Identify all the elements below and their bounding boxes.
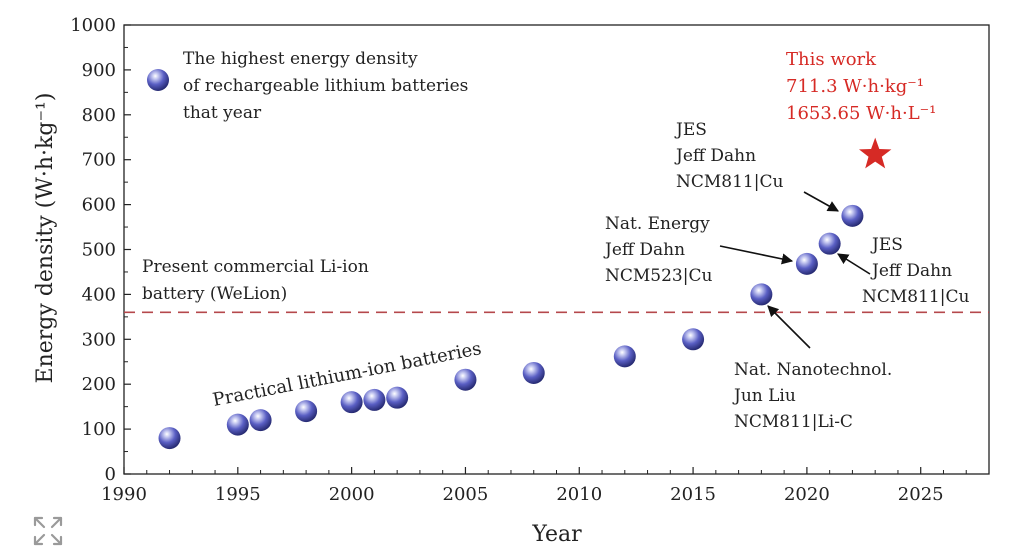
this-work-line-2: 711.3 W·h·kg⁻¹ [786, 76, 924, 97]
annotation-1-line-3: NCM811|Li-C [734, 412, 853, 432]
y-tick-label: 600 [82, 195, 116, 216]
annotation-4-line-2: Jeff Dahn [674, 146, 756, 166]
y-tick-label: 400 [82, 284, 116, 305]
legend-line-1: The highest energy density [183, 49, 418, 69]
legend-marker [147, 69, 169, 91]
data-point [795, 252, 818, 275]
y-tick-label: 200 [82, 374, 116, 395]
legend: The highest energy density of rechargeab… [147, 49, 468, 123]
x-tick-label: 1995 [215, 484, 261, 505]
y-tick-label: 500 [82, 240, 116, 261]
data-point [363, 388, 386, 411]
annotation-jes-2022: JES Jeff Dahn NCM811|Cu [674, 120, 783, 192]
data-point [295, 400, 318, 423]
y-axis-title: Energy density (W·h·kg⁻¹) [33, 93, 58, 384]
annotation-4-line-3: NCM811|Cu [676, 172, 783, 192]
data-point [522, 361, 545, 384]
annotation-1-line-2: Jun Liu [732, 386, 796, 406]
y-tick-label: 900 [82, 60, 116, 81]
data-point [454, 368, 477, 391]
this-work-line-3: 1653.65 W·h·L⁻¹ [786, 103, 936, 124]
data-point [340, 391, 363, 414]
legend-line-2: of rechargeable lithium batteries [183, 76, 468, 96]
reference-label-line-1: Present commercial Li-ion [142, 257, 369, 277]
expand-arrows-icon[interactable] [32, 515, 64, 547]
data-point [682, 328, 705, 351]
x-tick-label: 2025 [898, 484, 944, 505]
reference-label-line-2: battery (WeLion) [142, 284, 287, 304]
arrow-nat-energy [719, 245, 794, 265]
data-point [386, 386, 409, 409]
data-point [226, 413, 249, 436]
y-tick-label: 800 [82, 105, 116, 126]
reference-line-label: Present commercial Li-ion battery (WeLio… [142, 257, 369, 304]
annotation-4-line-1: JES [674, 120, 707, 140]
x-tick-label: 2000 [329, 484, 375, 505]
data-point [841, 204, 864, 227]
data-point [249, 409, 272, 432]
this-work-line-1: This work [786, 49, 877, 70]
x-tick-label: 2015 [670, 484, 716, 505]
y-tick-label: 300 [82, 329, 116, 350]
annotation-nat-nanotechnol: Nat. Nanotechnol. Jun Liu NCM811|Li-C [732, 360, 892, 432]
annotation-1-line-1: Nat. Nanotechnol. [734, 360, 892, 380]
this-work-star [859, 137, 892, 169]
annotation-2-line-1: Nat. Energy [605, 214, 710, 234]
data-point [818, 232, 841, 255]
annotation-nat-energy: Nat. Energy Jeff Dahn NCM523|Cu [603, 214, 712, 286]
x-tick-label: 2010 [556, 484, 602, 505]
y-tick-label: 700 [82, 150, 116, 171]
annotation-2-line-2: Jeff Dahn [603, 240, 685, 260]
annotation-jes-2021: JES Jeff Dahn NCM811|Cu [862, 235, 969, 307]
x-tick-label: 2005 [443, 484, 489, 505]
arrow-jes-2021 [837, 253, 871, 275]
this-work-marker [859, 137, 892, 169]
y-axis-ticks: 0 100 200 300 400 500 600 700 800 900 1000 [70, 15, 131, 485]
data-point [750, 283, 773, 306]
this-work-label: This work 711.3 W·h·kg⁻¹ 1653.65 W·h·L⁻¹ [786, 49, 936, 124]
y-tick-label: 1000 [70, 15, 116, 36]
annotation-arrows [719, 191, 871, 349]
data-point [158, 427, 181, 450]
x-tick-label: 1990 [101, 484, 147, 505]
annotation-3-line-1: JES [870, 235, 903, 255]
arrow-nat-nanotechnol [767, 305, 811, 349]
x-axis-ticks: 1990 1995 2000 2005 2010 2015 2020 2025 [101, 467, 990, 505]
annotation-2-line-3: NCM523|Cu [605, 266, 712, 286]
arrow-jes-2022 [803, 191, 839, 212]
y-tick-label: 0 [105, 464, 116, 485]
legend-line-3: that year [183, 103, 262, 123]
annotation-3-line-2: Jeff Dahn [870, 261, 952, 281]
annotation-3-line-3: NCM811|Cu [862, 287, 969, 307]
x-axis-title: Year [531, 522, 582, 547]
x-tick-label: 2020 [784, 484, 830, 505]
y-tick-label: 100 [82, 419, 116, 440]
data-points [158, 204, 864, 450]
data-point [613, 345, 636, 368]
